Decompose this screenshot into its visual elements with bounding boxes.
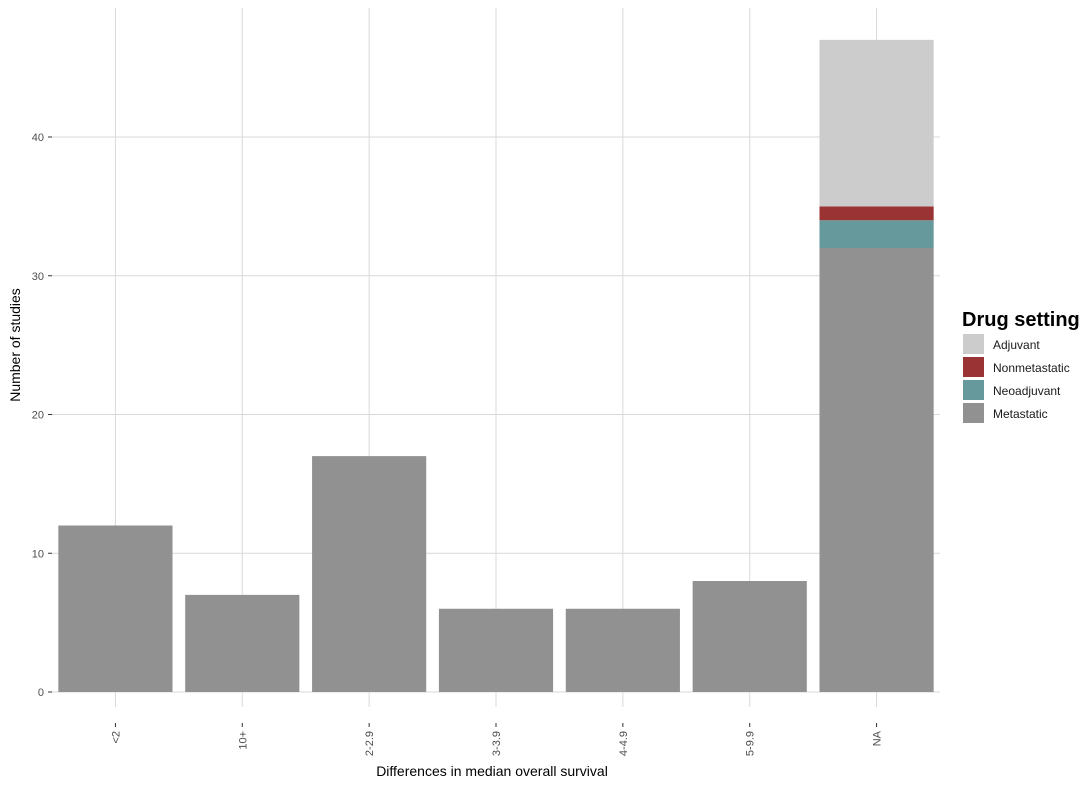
x-tick-label: <2 xyxy=(110,731,122,744)
bar-metastatic-1 xyxy=(185,594,300,692)
legend-swatch-neoadjuvant xyxy=(963,380,984,400)
legend-swatch-metastatic xyxy=(963,403,984,423)
x-tick-label: 4-4.9 xyxy=(618,731,630,756)
y-tick-label: 40 xyxy=(32,132,44,144)
legend-title: Drug setting xyxy=(962,309,1080,331)
x-tick-label: 5-9.9 xyxy=(745,731,757,756)
legend-label-adjuvant: Adjuvant xyxy=(993,338,1040,352)
y-tick-label: 10 xyxy=(32,548,44,560)
bar-nonmetastatic-6 xyxy=(819,206,934,221)
x-tick-label: 2-2.9 xyxy=(364,731,376,756)
x-tick-label: 3-3.9 xyxy=(491,731,503,756)
y-tick-label: 30 xyxy=(32,271,44,283)
bar-neoadjuvant-6 xyxy=(819,220,934,248)
legend: Drug setting Adjuvant Nonmetastatic Neoadj… xyxy=(962,309,1080,423)
bar-metastatic-0 xyxy=(58,525,173,692)
legend-label-metastatic: Metastatic xyxy=(993,407,1048,421)
x-axis-title: Differences in median overall survival xyxy=(376,763,608,779)
bar-adjuvant-6 xyxy=(819,39,934,207)
legend-label-neoadjuvant: Neoadjuvant xyxy=(993,384,1061,398)
y-tick-label: 0 xyxy=(38,687,44,699)
axes: 0 10 20 30 40 <2 10+ 2-2.9 3-3.9 4-4.9 5-9.9 NA xyxy=(32,132,884,756)
legend-swatch-nonmetastatic xyxy=(963,357,984,377)
x-tick-label: NA xyxy=(872,730,884,746)
bar-metastatic-6 xyxy=(819,248,934,692)
bar-metastatic-4 xyxy=(565,608,680,692)
x-tick-label: 10+ xyxy=(237,731,249,750)
legend-swatch-adjuvant xyxy=(963,334,984,354)
legend-label-nonmetastatic: Nonmetastatic xyxy=(993,361,1070,375)
bar-metastatic-5 xyxy=(692,581,807,692)
y-axis-title: Number of studies xyxy=(7,288,23,402)
bar-metastatic-2 xyxy=(312,456,427,692)
bars xyxy=(58,39,934,692)
y-tick-label: 20 xyxy=(32,410,44,422)
bar-metastatic-3 xyxy=(438,608,554,692)
